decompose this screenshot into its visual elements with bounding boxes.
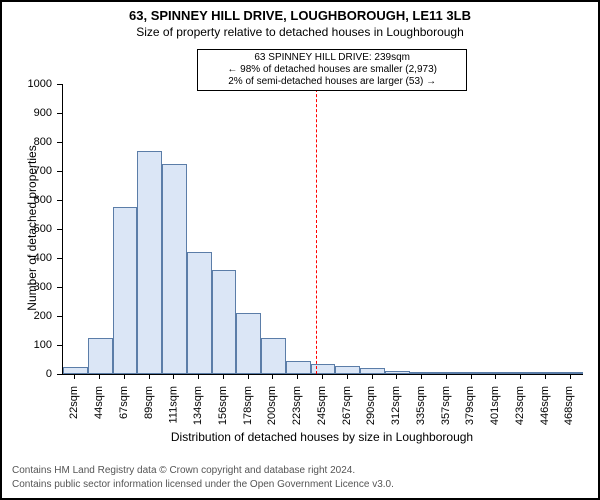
x-tick-mark (570, 374, 571, 379)
x-tick-mark (520, 374, 521, 379)
x-tick-label: 200sqm (266, 386, 278, 425)
x-tick-label: 223sqm (291, 386, 303, 425)
footer-line-2: Contains public sector information licen… (12, 479, 394, 490)
y-tick-label: 100 (34, 339, 52, 351)
y-tick-label: 1000 (28, 78, 52, 90)
y-tick-label: 700 (34, 165, 52, 177)
histogram-bar (187, 252, 212, 374)
chart-title: 63, SPINNEY HILL DRIVE, LOUGHBOROUGH, LE… (2, 8, 598, 23)
x-tick-label: 423sqm (514, 386, 526, 425)
annotation-line2: ← 98% of detached houses are smaller (2,… (202, 64, 462, 76)
histogram-bar (236, 313, 261, 374)
x-tick-label: 468sqm (564, 386, 576, 425)
histogram-bar (311, 364, 336, 374)
histogram-bar (162, 164, 187, 374)
x-tick-mark (198, 374, 199, 379)
x-tick-label: 156sqm (217, 386, 229, 425)
annotation-line3: 2% of semi-detached houses are larger (5… (202, 76, 462, 88)
x-tick-mark (446, 374, 447, 379)
x-tick-label: 312sqm (390, 386, 402, 425)
x-tick-label: 290sqm (366, 386, 378, 425)
y-tick-mark (57, 171, 62, 172)
x-tick-mark (99, 374, 100, 379)
x-tick-mark (149, 374, 150, 379)
x-tick-mark (347, 374, 348, 379)
x-tick-mark (74, 374, 75, 379)
x-tick-label: 357sqm (440, 386, 452, 425)
y-tick-label: 0 (46, 368, 52, 380)
y-tick-mark (57, 345, 62, 346)
x-tick-label: 335sqm (415, 386, 427, 425)
histogram-bar (360, 368, 385, 374)
x-tick-label: 267sqm (341, 386, 353, 425)
y-tick-label: 500 (34, 223, 52, 235)
x-tick-label: 446sqm (539, 386, 551, 425)
histogram-bar (558, 372, 583, 374)
y-tick-label: 200 (34, 310, 52, 322)
x-tick-label: 245sqm (316, 386, 328, 425)
y-tick-mark (57, 374, 62, 375)
x-tick-mark (471, 374, 472, 379)
histogram-bar (533, 372, 558, 374)
x-tick-mark (223, 374, 224, 379)
marker-line (316, 84, 317, 374)
y-tick-label: 800 (34, 136, 52, 148)
x-tick-mark (421, 374, 422, 379)
x-tick-label: 379sqm (465, 386, 477, 425)
x-tick-mark (248, 374, 249, 379)
histogram-bar (63, 367, 88, 374)
x-tick-label: 22sqm (68, 386, 80, 419)
plot-area (62, 84, 583, 375)
x-tick-mark (272, 374, 273, 379)
histogram-bar (335, 366, 360, 374)
x-tick-mark (495, 374, 496, 379)
histogram-bar (261, 338, 286, 374)
annotation-box: 63 SPINNEY HILL DRIVE: 239sqm ← 98% of d… (197, 49, 467, 91)
y-tick-label: 900 (34, 107, 52, 119)
x-tick-mark (322, 374, 323, 379)
histogram-bar (88, 338, 113, 374)
y-tick-label: 300 (34, 281, 52, 293)
x-tick-label: 134sqm (192, 386, 204, 425)
annotation-line1: 63 SPINNEY HILL DRIVE: 239sqm (202, 52, 462, 64)
x-tick-mark (396, 374, 397, 379)
histogram-bar (434, 372, 459, 374)
x-tick-label: 44sqm (93, 386, 105, 419)
histogram-bar (113, 207, 138, 374)
chart-subtitle: Size of property relative to detached ho… (2, 25, 598, 39)
histogram-bar (286, 361, 311, 374)
y-tick-mark (57, 287, 62, 288)
x-tick-label: 111sqm (167, 386, 179, 424)
x-tick-label: 67sqm (118, 386, 130, 419)
y-tick-label: 600 (34, 194, 52, 206)
histogram-bar (459, 372, 484, 374)
x-tick-mark (372, 374, 373, 379)
x-tick-mark (124, 374, 125, 379)
x-axis-title: Distribution of detached houses by size … (62, 430, 582, 444)
y-tick-mark (57, 229, 62, 230)
x-tick-mark (173, 374, 174, 379)
y-tick-mark (57, 258, 62, 259)
y-tick-mark (57, 316, 62, 317)
y-tick-label: 400 (34, 252, 52, 264)
y-tick-mark (57, 84, 62, 85)
histogram-bar (137, 151, 162, 374)
y-tick-mark (57, 113, 62, 114)
footer-line-1: Contains HM Land Registry data © Crown c… (12, 465, 355, 476)
y-tick-mark (57, 200, 62, 201)
y-tick-mark (57, 142, 62, 143)
x-tick-label: 401sqm (489, 386, 501, 425)
x-tick-mark (297, 374, 298, 379)
x-tick-label: 89sqm (143, 386, 155, 419)
x-tick-mark (545, 374, 546, 379)
histogram-bar (212, 270, 237, 374)
chart-container: 63, SPINNEY HILL DRIVE, LOUGHBOROUGH, LE… (0, 0, 600, 500)
x-tick-label: 178sqm (242, 386, 254, 425)
